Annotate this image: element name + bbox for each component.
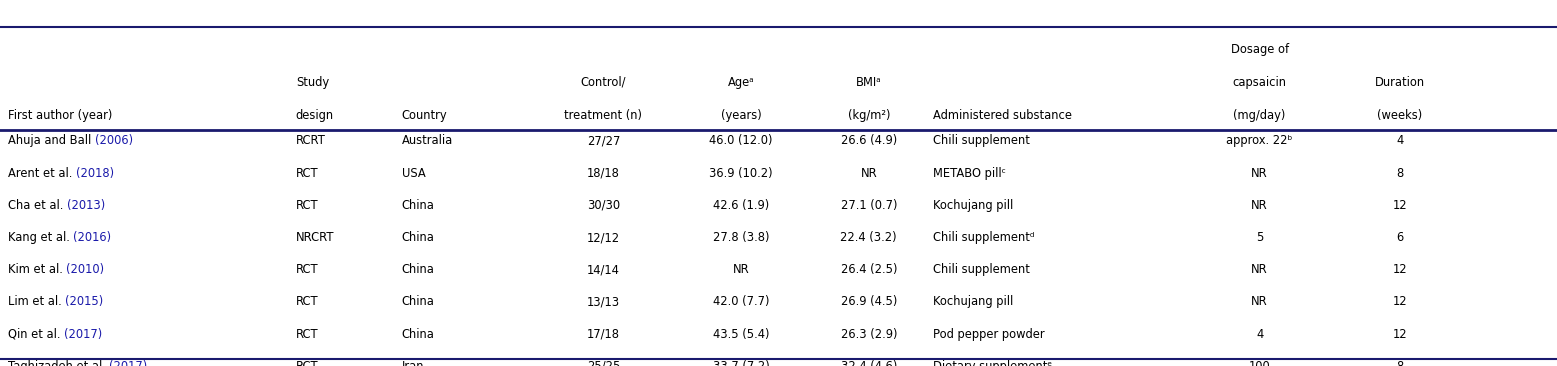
Text: RCT: RCT — [296, 263, 319, 276]
Text: design: design — [296, 109, 333, 122]
Text: 4: 4 — [1256, 328, 1263, 341]
Text: 14/14: 14/14 — [587, 263, 620, 276]
Text: Chili supplement: Chili supplement — [933, 134, 1029, 147]
Text: (2017): (2017) — [64, 328, 103, 341]
Text: 8: 8 — [1397, 360, 1403, 366]
Text: NR: NR — [1252, 199, 1267, 212]
Text: 22.4 (3.2): 22.4 (3.2) — [841, 231, 897, 244]
Text: (weeks): (weeks) — [1376, 109, 1423, 122]
Text: (mg/day): (mg/day) — [1233, 109, 1286, 122]
Text: 26.4 (2.5): 26.4 (2.5) — [841, 263, 897, 276]
Text: (kg/m²): (kg/m²) — [847, 109, 891, 122]
Text: Duration: Duration — [1375, 76, 1425, 89]
Text: Kochujang pill: Kochujang pill — [933, 199, 1014, 212]
Text: 18/18: 18/18 — [587, 167, 620, 180]
Text: approx. 22ᵇ: approx. 22ᵇ — [1227, 134, 1292, 147]
Text: Ageᵃ: Ageᵃ — [727, 76, 755, 89]
Text: China: China — [402, 231, 434, 244]
Text: NRCRT: NRCRT — [296, 231, 335, 244]
Text: 12: 12 — [1392, 199, 1408, 212]
Text: 27/27: 27/27 — [587, 134, 620, 147]
Text: BMIᵃ: BMIᵃ — [856, 76, 881, 89]
Text: 100: 100 — [1249, 360, 1271, 366]
Text: 12: 12 — [1392, 328, 1408, 341]
Text: Dosage of: Dosage of — [1230, 43, 1289, 56]
Text: Chili supplement: Chili supplement — [933, 263, 1029, 276]
Text: 26.6 (4.9): 26.6 (4.9) — [841, 134, 897, 147]
Text: capsaicin: capsaicin — [1233, 76, 1286, 89]
Text: METABO pillᶜ: METABO pillᶜ — [933, 167, 1006, 180]
Text: 5: 5 — [1256, 231, 1263, 244]
Text: Country: Country — [402, 109, 447, 122]
Text: Arent et al.: Arent et al. — [8, 167, 76, 180]
Text: 4: 4 — [1397, 134, 1403, 147]
Text: 33.7 (7.2): 33.7 (7.2) — [713, 360, 769, 366]
Text: (years): (years) — [721, 109, 761, 122]
Text: NR: NR — [733, 263, 749, 276]
Text: Dietary supplementᵉ: Dietary supplementᵉ — [933, 360, 1053, 366]
Text: (2006): (2006) — [95, 134, 132, 147]
Text: NR: NR — [861, 167, 877, 180]
Text: 46.0 (12.0): 46.0 (12.0) — [710, 134, 772, 147]
Text: 30/30: 30/30 — [587, 199, 620, 212]
Text: Kang et al.: Kang et al. — [8, 231, 73, 244]
Text: Administered substance: Administered substance — [933, 109, 1071, 122]
Text: 25/25: 25/25 — [587, 360, 620, 366]
Text: 42.0 (7.7): 42.0 (7.7) — [713, 295, 769, 309]
Text: Ahuja and Ball: Ahuja and Ball — [8, 134, 95, 147]
Text: Taghizadeh et al.: Taghizadeh et al. — [8, 360, 109, 366]
Text: 27.1 (0.7): 27.1 (0.7) — [841, 199, 897, 212]
Text: China: China — [402, 199, 434, 212]
Text: 17/18: 17/18 — [587, 328, 620, 341]
Text: Cha et al.: Cha et al. — [8, 199, 67, 212]
Text: China: China — [402, 295, 434, 309]
Text: 12: 12 — [1392, 263, 1408, 276]
Text: USA: USA — [402, 167, 425, 180]
Text: Study: Study — [296, 76, 329, 89]
Text: (2013): (2013) — [67, 199, 104, 212]
Text: 27.8 (3.8): 27.8 (3.8) — [713, 231, 769, 244]
Text: Pod pepper powder: Pod pepper powder — [933, 328, 1045, 341]
Text: (2015): (2015) — [65, 295, 103, 309]
Text: 43.5 (5.4): 43.5 (5.4) — [713, 328, 769, 341]
Text: RCT: RCT — [296, 295, 319, 309]
Text: Lim et al.: Lim et al. — [8, 295, 65, 309]
Text: 13/13: 13/13 — [587, 295, 620, 309]
Text: NR: NR — [1252, 167, 1267, 180]
Text: (2010): (2010) — [67, 263, 104, 276]
Text: 12: 12 — [1392, 295, 1408, 309]
Text: Chili supplementᵈ: Chili supplementᵈ — [933, 231, 1034, 244]
Text: treatment (n): treatment (n) — [564, 109, 643, 122]
Text: RCT: RCT — [296, 360, 319, 366]
Text: 8: 8 — [1397, 167, 1403, 180]
Text: China: China — [402, 328, 434, 341]
Text: NR: NR — [1252, 295, 1267, 309]
Text: Kim et al.: Kim et al. — [8, 263, 67, 276]
Text: 26.3 (2.9): 26.3 (2.9) — [841, 328, 897, 341]
Text: 26.9 (4.5): 26.9 (4.5) — [841, 295, 897, 309]
Text: 32.4 (4.6): 32.4 (4.6) — [841, 360, 897, 366]
Text: NR: NR — [1252, 263, 1267, 276]
Text: RCRT: RCRT — [296, 134, 325, 147]
Text: (2017): (2017) — [109, 360, 148, 366]
Text: 12/12: 12/12 — [587, 231, 620, 244]
Text: Qin et al.: Qin et al. — [8, 328, 64, 341]
Text: First author (year): First author (year) — [8, 109, 112, 122]
Text: 36.9 (10.2): 36.9 (10.2) — [710, 167, 772, 180]
Text: Iran: Iran — [402, 360, 424, 366]
Text: (2018): (2018) — [76, 167, 114, 180]
Text: 42.6 (1.9): 42.6 (1.9) — [713, 199, 769, 212]
Text: China: China — [402, 263, 434, 276]
Text: RCT: RCT — [296, 199, 319, 212]
Text: RCT: RCT — [296, 328, 319, 341]
Text: Kochujang pill: Kochujang pill — [933, 295, 1014, 309]
Text: 6: 6 — [1397, 231, 1403, 244]
Text: Australia: Australia — [402, 134, 453, 147]
Text: RCT: RCT — [296, 167, 319, 180]
Text: Control/: Control/ — [581, 76, 626, 89]
Text: (2016): (2016) — [73, 231, 112, 244]
